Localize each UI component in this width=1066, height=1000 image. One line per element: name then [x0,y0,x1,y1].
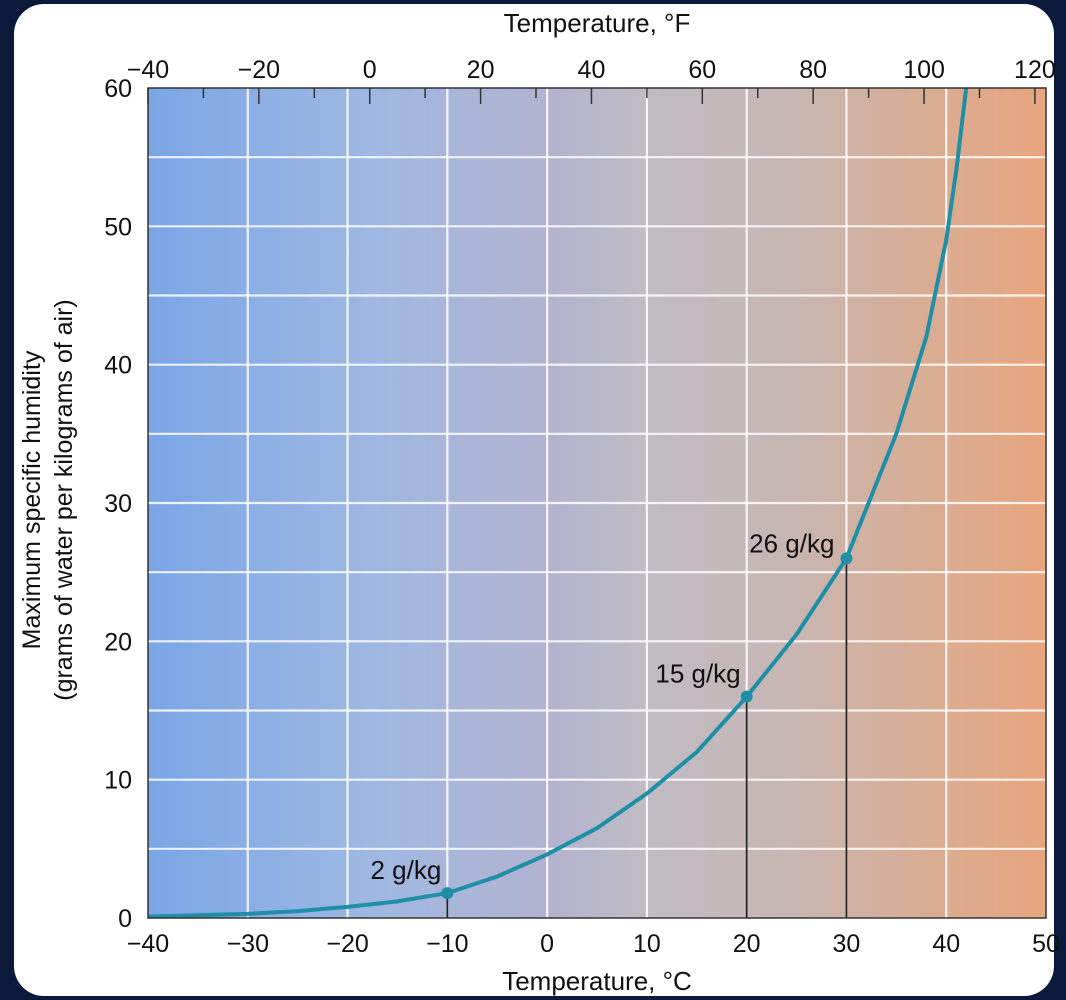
y-tick-label: 30 [104,490,132,518]
y-tick-label: 10 [104,767,132,795]
celsius-tick-label: 10 [633,930,661,958]
annotation-point [840,552,853,565]
y-tick-label: 40 [104,352,132,380]
fahrenheit-tick-label: 120 [1014,56,1056,84]
y-axis-title-line2: (grams of water per kilograms of air) [50,299,78,701]
celsius-tick-label: −40 [127,930,169,958]
bottom-axis-title: Temperature, °C [502,966,692,996]
fahrenheit-tick-label: 40 [578,56,606,84]
celsius-tick-label: −30 [227,930,269,958]
grid-lines [148,88,1046,918]
fahrenheit-tick-label: −20 [238,56,280,84]
celsius-tick-label: 40 [932,930,960,958]
fahrenheit-tick-label: 80 [799,56,827,84]
annotation-points: 2 g/kg 15 g/kg 26 g/kg [371,528,853,900]
fahrenheit-ticks [147,88,1036,104]
fahrenheit-tick-labels: −40 −20 0 20 40 60 80 100 120 [127,56,1056,84]
celsius-tick-label: 50 [1032,930,1060,958]
y-tick-label: 60 [104,75,132,103]
y-tick-label: 20 [104,628,132,656]
plot-border [147,87,1047,919]
annotation-point [441,887,454,900]
y-tick-label: 50 [104,213,132,241]
fahrenheit-tick-label: 100 [903,56,945,84]
fahrenheit-tick-label: 20 [467,56,495,84]
annotation-label: 26 g/kg [749,528,834,558]
fahrenheit-tick-label: 0 [363,56,377,84]
y-axis-title-line1: Maximum specific humidity [18,350,46,649]
annotation-label: 15 g/kg [655,659,740,689]
fahrenheit-tick-label: 60 [688,56,716,84]
annotation-label: 2 g/kg [371,855,442,885]
y-tick-label: 0 [118,905,132,933]
celsius-tick-label: 30 [833,930,861,958]
humidity-curve [147,87,969,919]
y-tick-labels: 0 10 20 30 40 50 60 [104,75,132,933]
celsius-tick-label: 0 [540,930,554,958]
annotation-point [740,690,753,703]
celsius-tick-label: −20 [326,930,368,958]
celsius-tick-label: 20 [733,930,761,958]
top-axis-title: Temperature, °F [504,8,691,38]
celsius-tick-label: −10 [426,930,468,958]
fahrenheit-tick-label: −40 [127,56,169,84]
celsius-tick-labels: −40 −30 −20 −10 0 10 20 30 40 50 [127,930,1060,958]
